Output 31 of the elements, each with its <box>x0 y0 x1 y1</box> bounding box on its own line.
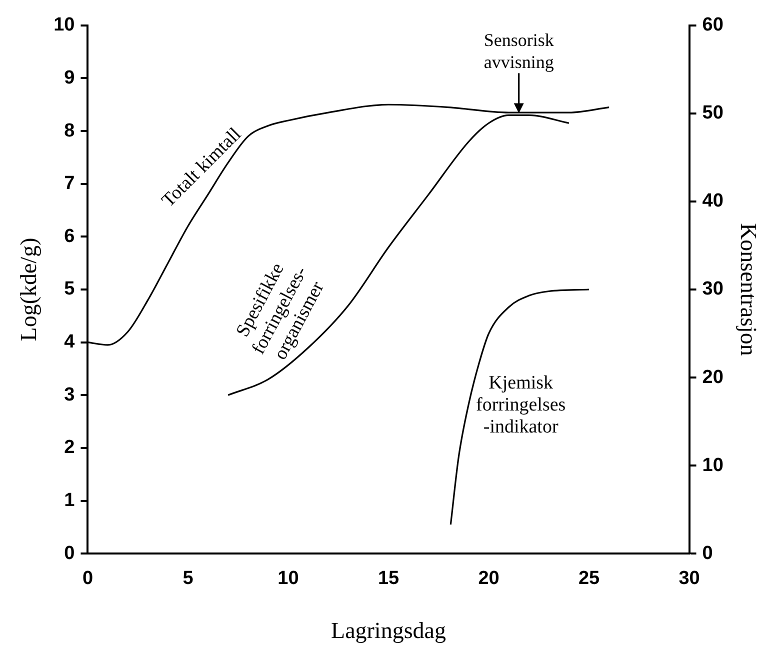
y2-tick-label: 50 <box>702 102 724 124</box>
line-series <box>450 288 590 526</box>
annotation: Sensorisk avvisning <box>484 30 554 72</box>
y-tick-label: 10 <box>54 14 75 36</box>
x-tick-label: 30 <box>678 568 700 590</box>
series-label: Kjemisk forringelses -indikator <box>476 372 566 438</box>
x-tick-label: 0 <box>82 568 94 590</box>
y2-tick-label: 60 <box>702 14 724 36</box>
y-tick-label: 3 <box>64 384 75 406</box>
y-tick-label: 4 <box>64 332 76 353</box>
y-tick-label: 6 <box>64 226 75 247</box>
y-tick-label: 9 <box>64 67 75 88</box>
y-tick-label: 2 <box>64 437 75 458</box>
y2-tick-label: 0 <box>702 542 713 564</box>
x-tick-label: 10 <box>278 568 299 590</box>
y2-axis-title: Konsentrasjon <box>736 223 762 356</box>
x-tick-label: 25 <box>578 568 600 590</box>
x-axis-title: Lagringsdag <box>331 618 446 644</box>
x-tick-label: 5 <box>182 568 194 590</box>
x-tick-label: 20 <box>478 568 500 590</box>
y-tick-label: 1 <box>64 490 76 512</box>
y-tick-label: 8 <box>64 120 75 142</box>
y2-tick-label: 20 <box>702 366 724 388</box>
y2-tick-label: 10 <box>702 454 724 476</box>
y2-tick-label: 30 <box>702 278 724 300</box>
y-tick-label: 5 <box>64 278 76 300</box>
y-axis-title: Log(kde/g) <box>16 238 41 342</box>
y-tick-label: 7 <box>64 173 75 194</box>
y2-tick-label: 40 <box>702 190 724 212</box>
y-tick-label: 0 <box>64 542 75 564</box>
x-tick-label: 15 <box>378 568 400 590</box>
